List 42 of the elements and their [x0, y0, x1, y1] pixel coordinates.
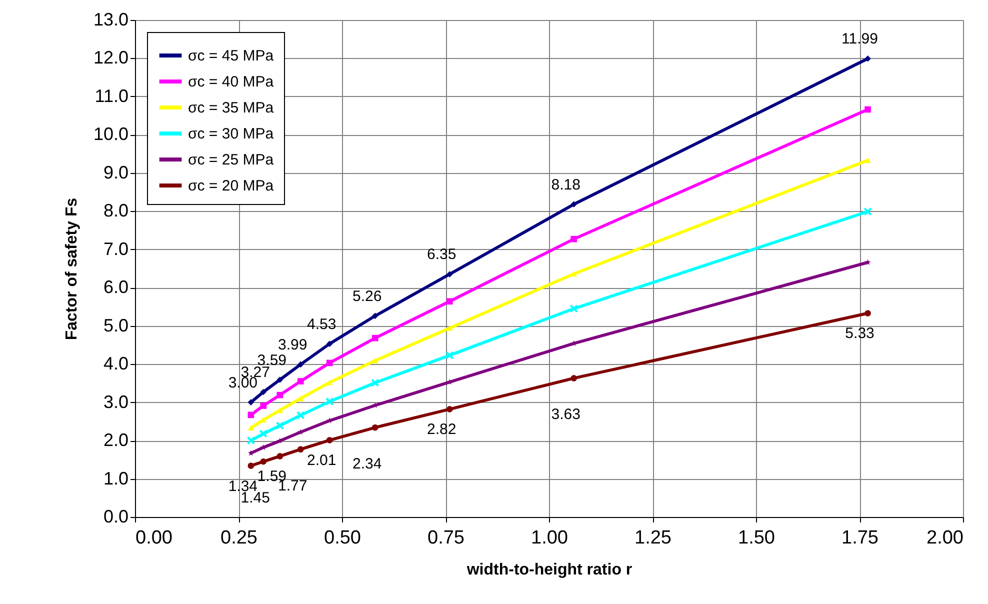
legend-label: σc = 40 MPa [188, 74, 274, 90]
data-label: 2.34 [352, 456, 382, 473]
y-tick-label: 5.0 [103, 315, 128, 336]
legend-label: σc = 30 MPa [188, 126, 274, 142]
x-tick-label: 1.00 [531, 528, 568, 548]
y-tick-label: 3.0 [103, 392, 128, 412]
legend-label: σc = 25 MPa [188, 152, 274, 168]
data-label: 5.33 [845, 325, 874, 342]
data-label: 2.82 [427, 421, 456, 438]
x-tick-label: 0.50 [324, 528, 361, 548]
data-label: 8.18 [551, 176, 580, 194]
x-tick-label: 1.25 [634, 528, 672, 548]
legend-label: σc = 20 MPa [188, 178, 274, 194]
y-tick-label: 12.0 [93, 48, 128, 68]
y-tick-label: 11.0 [94, 86, 128, 106]
y-tick-label: 4.0 [103, 354, 128, 374]
data-label: 2.01 [306, 452, 336, 470]
legend-label: σc = 45 MPa [188, 48, 274, 64]
y-tick-label: 8.0 [103, 200, 128, 221]
x-tick-label: 0.00 [136, 528, 172, 548]
data-label: 6.35 [427, 246, 456, 264]
data-label: 3.99 [278, 336, 308, 354]
y-axis-title: Factor of safety Fs [63, 198, 80, 340]
x-tick-label: 1.75 [842, 528, 878, 548]
x-axis-title: width-to-height ratio r [466, 562, 632, 578]
y-tick-label: 0.0 [103, 506, 128, 526]
data-label: 11.99 [842, 30, 878, 48]
data-label: 4.53 [306, 316, 336, 333]
y-tick-label: 9.0 [103, 162, 128, 182]
y-tick-label: 2.0 [103, 430, 128, 450]
data-label: 3.63 [551, 406, 580, 424]
x-tick-label: 0.75 [428, 528, 464, 548]
y-tick-label: 10.0 [93, 124, 128, 144]
data-label: 5.26 [352, 288, 382, 305]
x-tick-label: 1.50 [738, 528, 775, 548]
y-tick-label: 1.0 [103, 468, 128, 488]
y-tick-label: 13.0 [93, 10, 128, 30]
y-tick-label: 7.0 [103, 238, 128, 259]
y-tick-label: 6.0 [103, 277, 128, 298]
x-tick-label: 2.00 [926, 528, 964, 548]
legend-label: σc = 35 MPa [188, 100, 274, 116]
x-tick-label: 0.25 [220, 528, 258, 548]
